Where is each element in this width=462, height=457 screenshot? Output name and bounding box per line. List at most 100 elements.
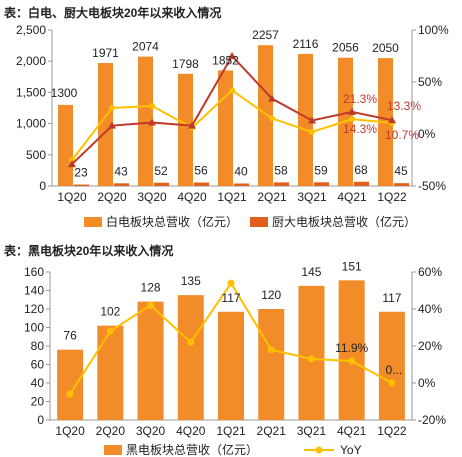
left-tick-label: 500 [26, 148, 46, 162]
x-tick-label: 3Q20 [136, 424, 166, 438]
yellow-line-point [309, 128, 315, 135]
chart-title-top: 表：白电、厨大电板块20年以来收入情况 [4, 6, 222, 20]
yoy-label-4Q21: 11.9% [335, 341, 368, 355]
bar-kitchen-appliance [274, 182, 289, 186]
left-tick-label: 2,500 [16, 23, 46, 37]
small-bar-value-label: 56 [194, 164, 208, 178]
yoy-line-point [147, 301, 155, 309]
bar-value-label: 76 [63, 329, 77, 343]
legend-swatch-white [84, 217, 102, 227]
legend-label-bar: 黑电板块总营收（亿元） [126, 442, 258, 457]
small-bar-value-label: 45 [394, 164, 408, 178]
bar-kitchen-appliance [74, 184, 89, 186]
yoy-line-point [106, 327, 114, 335]
left-tick-label: 80 [31, 339, 45, 353]
bar-black-appliance [298, 285, 325, 420]
bar-value-label: 1300 [51, 86, 78, 100]
yellow-line-point [269, 115, 275, 122]
x-tick-label: 3Q21 [297, 190, 327, 204]
bar-kitchen-appliance [354, 181, 369, 186]
small-bar-value-label: 59 [314, 163, 328, 177]
legend-label-yoy: YoY [340, 443, 362, 457]
yoy-line-point [307, 355, 315, 363]
small-bar-value-label: 43 [114, 164, 128, 178]
x-tick-label: 2Q21 [257, 424, 287, 438]
right-tick-label: 20% [418, 339, 442, 353]
yoy-line-point [267, 346, 275, 354]
red-line-point [228, 52, 236, 59]
red-line-point [308, 116, 316, 124]
bar-white-appliance [258, 45, 273, 186]
bar-kitchen-appliance [394, 183, 409, 186]
left-tick-label: 0 [37, 413, 44, 427]
bar-value-label: 2050 [372, 41, 399, 55]
left-tick-label: 20 [31, 395, 45, 409]
x-tick-label: 1Q21 [217, 190, 247, 204]
right-tick-label: 40% [418, 302, 442, 316]
x-tick-label: 1Q20 [55, 424, 85, 438]
small-bar-value-label: 23 [74, 166, 88, 180]
left-tick-label: 160 [24, 265, 44, 279]
x-tick-label: 1Q20 [57, 190, 87, 204]
chart-title-bottom: 表：黑电板块20年以来收入情况 [4, 244, 174, 258]
bar-black-appliance [57, 349, 84, 420]
bar-kitchen-appliance [114, 183, 129, 186]
small-bar-value-label: 40 [234, 165, 248, 179]
yoy-line-point [187, 338, 195, 346]
line-label-yellow-1Q22: 10.7% [385, 128, 419, 142]
red-line-point [268, 94, 276, 102]
x-tick-label: 3Q21 [297, 424, 327, 438]
bar-value-label: 2074 [132, 40, 159, 54]
bar-white-appliance [298, 53, 313, 186]
yellow-line-point [349, 116, 355, 123]
bar-black-appliance [378, 311, 405, 420]
yellow-line-point [229, 87, 235, 94]
bar-value-label: 145 [301, 265, 321, 279]
x-tick-label: 4Q21 [337, 424, 367, 438]
bar-black-appliance [258, 309, 285, 420]
bar-value-label: 120 [261, 288, 281, 302]
bar-value-label: 135 [181, 274, 201, 288]
legend-swatch-kitchen [250, 217, 268, 227]
bar-value-label: 117 [382, 291, 401, 305]
x-tick-label: 1Q22 [377, 424, 407, 438]
bar-value-label: 2257 [252, 28, 279, 42]
red-line-point [388, 116, 396, 124]
line-label-red-1Q22: 13.3% [387, 99, 421, 113]
left-tick-label: 40 [31, 376, 45, 390]
small-bar-value-label: 68 [354, 163, 368, 177]
line-label-red-4Q21: 21.3% [343, 92, 377, 106]
x-tick-label: 1Q21 [216, 424, 246, 438]
x-tick-label: 3Q20 [137, 190, 167, 204]
bar-kitchen-appliance [154, 182, 169, 186]
bar-value-label: 1852 [212, 53, 239, 67]
bar-white-appliance [138, 56, 153, 187]
bar-value-label: 1798 [172, 57, 199, 71]
red-line-point [188, 121, 196, 129]
bar-white-appliance [58, 104, 73, 186]
bar-black-appliance [137, 301, 164, 420]
bar-value-label: 128 [141, 281, 161, 295]
left-tick-label: 100 [24, 321, 44, 335]
bar-value-label: 2116 [293, 37, 319, 51]
bar-white-appliance [98, 63, 113, 187]
yoy-label-1Q22: 0... [386, 363, 403, 377]
red-line-point [148, 118, 156, 126]
bar-black-appliance [97, 325, 124, 420]
bar-black-appliance [218, 311, 244, 420]
left-tick-label: 60 [31, 358, 45, 372]
bar-value-label: 2056 [332, 41, 359, 55]
yellow-line-point [149, 102, 155, 109]
right-tick-label: -50% [418, 179, 446, 193]
chart-bottom: 0 20 40 60 80 100 120 140 160 -20% 0% 20% 40% 60% 1Q20… [24, 259, 446, 457]
x-tick-label: 2Q20 [97, 190, 127, 204]
red-line-point [68, 160, 76, 168]
left-tick-label: 1,500 [16, 85, 46, 99]
small-bar-value-label: 52 [154, 164, 168, 178]
right-tick-label: 0% [418, 127, 436, 141]
bar-value-label: 117 [221, 291, 240, 305]
x-tick-label: 4Q20 [176, 424, 206, 438]
x-tick-label: 2Q20 [96, 424, 126, 438]
left-tick-label: 140 [24, 284, 44, 298]
yellow-line-point [109, 105, 115, 111]
